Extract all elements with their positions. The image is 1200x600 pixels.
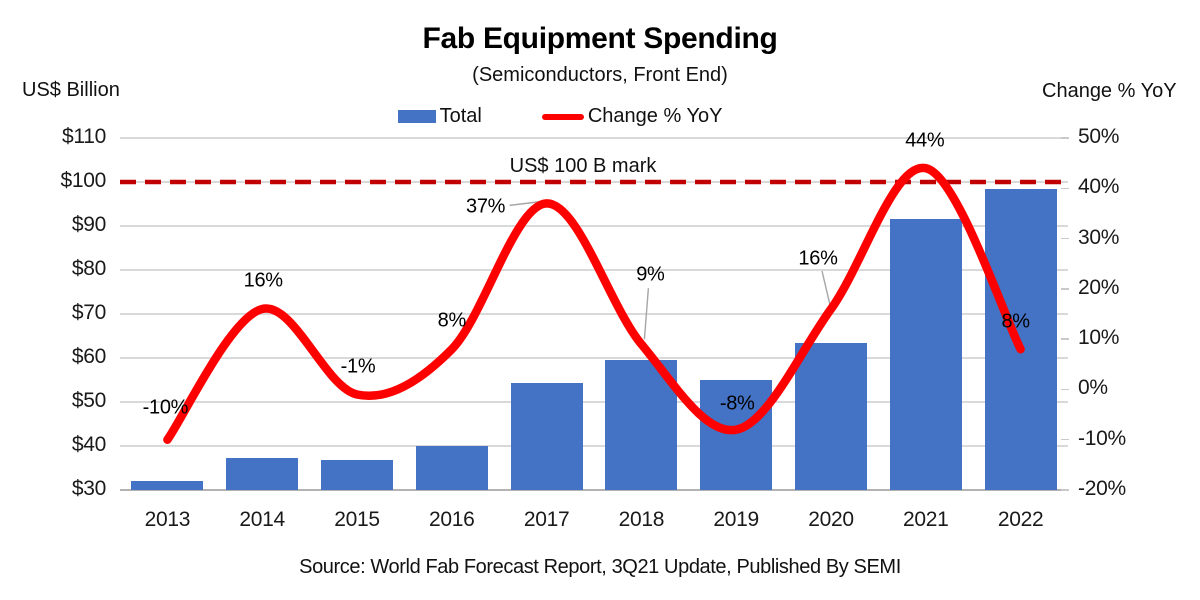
line-data-label: 16% bbox=[243, 269, 283, 292]
right-tick-label: 10% bbox=[1078, 326, 1120, 350]
bar bbox=[889, 219, 962, 490]
gridline bbox=[120, 445, 1068, 447]
right-tick-label: -20% bbox=[1078, 477, 1126, 500]
gridline bbox=[120, 137, 1068, 139]
right-tick-label: 40% bbox=[1078, 175, 1120, 199]
right-tick-label: 0% bbox=[1078, 376, 1108, 400]
bar bbox=[131, 481, 204, 490]
gridline bbox=[120, 181, 1068, 183]
right-tick-mark bbox=[1061, 187, 1069, 190]
chart-subtitle: (Semiconductors, Front End) bbox=[472, 64, 728, 86]
left-tick-label: $100 bbox=[60, 169, 106, 192]
right-tick-mark bbox=[1061, 288, 1069, 290]
left-tick-label: $110 bbox=[62, 125, 106, 148]
line-swatch-icon bbox=[541, 113, 584, 120]
right-tick-label: 20% bbox=[1078, 275, 1120, 299]
left-tick-label: $60 bbox=[71, 345, 106, 368]
right-tick-label: -10% bbox=[1078, 426, 1126, 450]
label-leader-line bbox=[509, 200, 543, 207]
bar bbox=[984, 188, 1057, 490]
x-axis-label: 2013 bbox=[144, 508, 191, 531]
right-axis-title: Change % YoY bbox=[1042, 80, 1177, 102]
bar bbox=[795, 342, 867, 490]
right-tick-mark bbox=[1061, 489, 1069, 491]
line-data-label: 9% bbox=[636, 263, 665, 286]
annotation-label: US$ 100 B mark bbox=[509, 155, 657, 177]
bar bbox=[226, 458, 299, 490]
x-axis-label: 2021 bbox=[903, 508, 949, 531]
x-axis-label: 2022 bbox=[997, 508, 1044, 531]
left-tick-label: $30 bbox=[71, 477, 106, 500]
bar bbox=[415, 446, 488, 490]
source-note: Source: World Fab Forecast Report, 3Q21 … bbox=[299, 556, 901, 578]
right-tick-label: 30% bbox=[1078, 225, 1120, 249]
bar bbox=[321, 460, 393, 490]
right-tick-mark bbox=[1061, 237, 1069, 240]
line-data-label: 8% bbox=[1001, 310, 1030, 333]
left-tick-label: $50 bbox=[71, 389, 106, 412]
x-axis-label: 2016 bbox=[429, 508, 475, 531]
bar bbox=[605, 359, 678, 490]
left-tick-label: $90 bbox=[71, 213, 106, 236]
x-axis-label: 2020 bbox=[808, 508, 854, 531]
left-tick-label: $70 bbox=[71, 301, 106, 324]
chart-title: Fab Equipment Spending bbox=[422, 22, 778, 55]
bar-swatch-icon bbox=[397, 110, 436, 123]
x-axis-label: 2014 bbox=[239, 508, 285, 531]
line-data-label: 8% bbox=[437, 309, 467, 332]
legend-label-change-yoy: Change % YoY bbox=[587, 105, 723, 127]
legend: Total Change % YoY bbox=[0, 105, 1120, 128]
line-data-label: 44% bbox=[905, 129, 945, 152]
x-axis-label: 2017 bbox=[523, 508, 570, 531]
right-tick-mark bbox=[1061, 388, 1069, 391]
x-axis-label: 2015 bbox=[334, 508, 380, 531]
left-axis-title: US$ Billion bbox=[22, 79, 120, 101]
line-data-label: -1% bbox=[340, 355, 376, 378]
line-data-label: 16% bbox=[798, 247, 838, 270]
x-axis-line bbox=[120, 489, 1068, 491]
legend-item-change-yoy: Change % YoY bbox=[541, 105, 723, 128]
left-tick-label: $40 bbox=[71, 433, 106, 456]
right-tick-mark bbox=[1061, 338, 1069, 340]
x-axis-label: 2019 bbox=[713, 508, 759, 531]
x-axis-label: 2018 bbox=[618, 508, 665, 531]
legend-label-total: Total bbox=[439, 105, 482, 127]
right-tick-mark bbox=[1061, 438, 1069, 441]
line-data-label: -8% bbox=[719, 392, 755, 415]
right-tick-mark bbox=[1061, 137, 1069, 139]
line-data-label: 37% bbox=[466, 195, 506, 218]
right-tick-label: 50% bbox=[1078, 125, 1120, 148]
bar bbox=[510, 382, 583, 490]
label-leader-line bbox=[821, 270, 831, 306]
left-tick-label: $80 bbox=[71, 257, 106, 280]
line-data-label: -10% bbox=[142, 396, 189, 419]
legend-item-total: Total bbox=[397, 105, 482, 128]
